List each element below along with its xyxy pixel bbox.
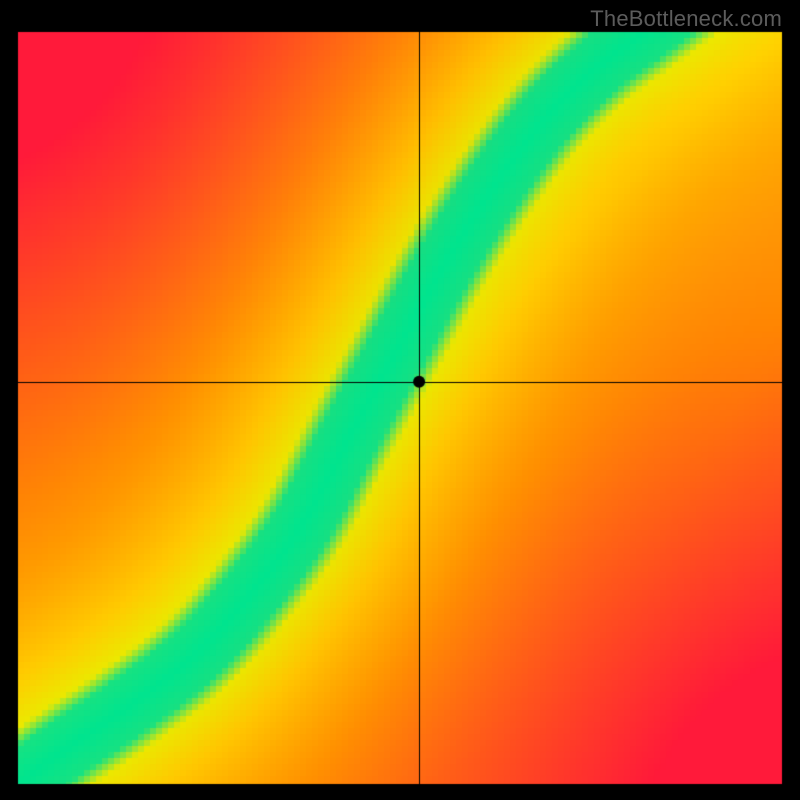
chart-container: TheBottleneck.com (0, 0, 800, 800)
bottleneck-heatmap-canvas (0, 0, 800, 800)
attribution-text: TheBottleneck.com (590, 6, 782, 32)
